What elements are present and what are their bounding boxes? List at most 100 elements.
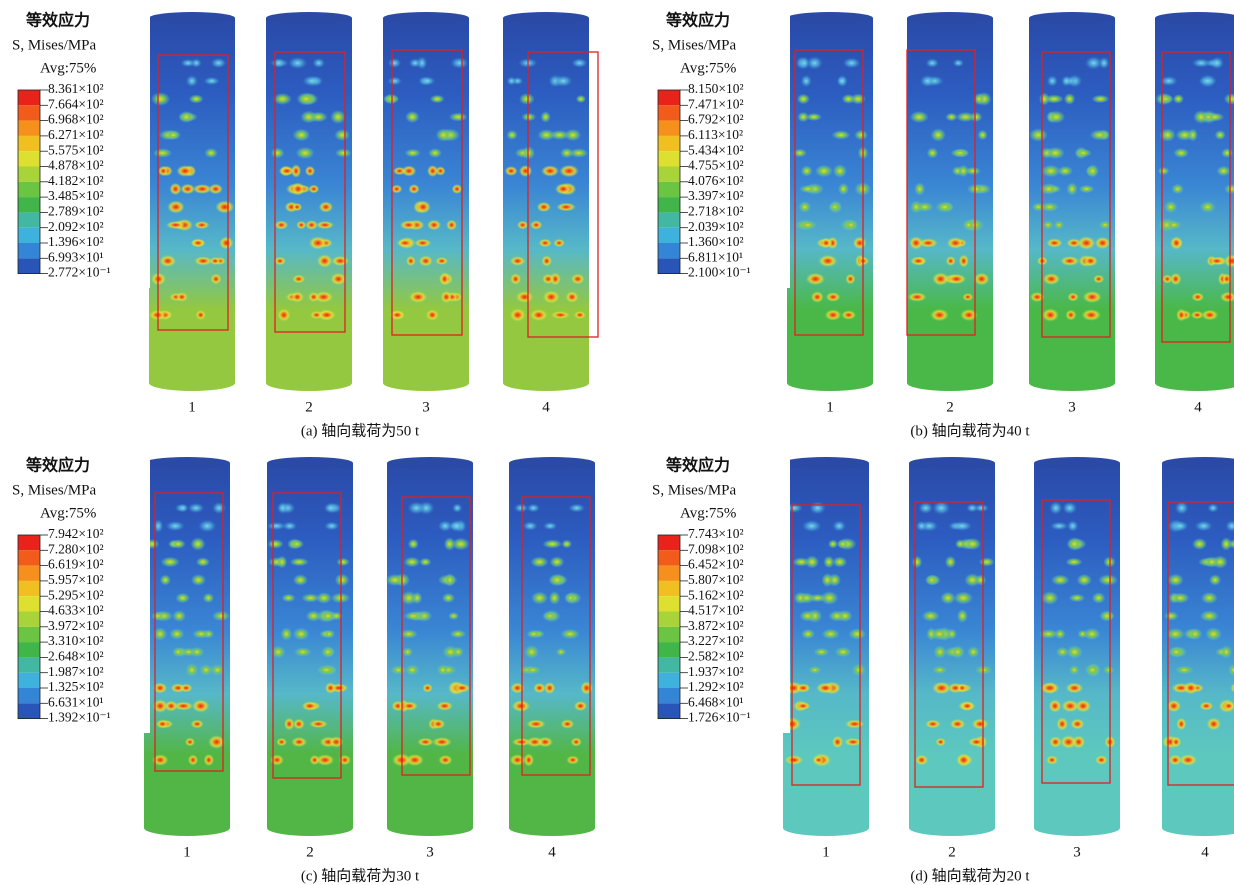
stress-spot xyxy=(166,130,181,140)
stress-spot xyxy=(450,57,468,69)
stress-spot xyxy=(1058,166,1073,176)
stress-spot xyxy=(1191,292,1204,301)
stress-spot xyxy=(556,648,567,656)
legend-label: 1.937×10² xyxy=(688,664,744,679)
stress-spot xyxy=(1070,718,1084,729)
legend-label: 7.942×10² xyxy=(48,526,104,541)
stress-spot xyxy=(430,95,445,104)
stress-spot xyxy=(169,628,184,639)
stress-spot xyxy=(176,165,194,177)
cylinder-top xyxy=(783,457,869,469)
stress-spot xyxy=(517,220,528,229)
stress-spot xyxy=(935,201,954,213)
stress-spot xyxy=(842,94,856,104)
stress-spot xyxy=(566,756,579,765)
stress-spot xyxy=(832,736,844,749)
cylinder xyxy=(266,457,353,836)
stress-spot xyxy=(1095,755,1108,765)
stress-spot xyxy=(320,610,337,621)
stress-spot xyxy=(912,556,922,568)
legend-band xyxy=(18,197,40,212)
stress-spot xyxy=(815,165,833,178)
stress-spot xyxy=(972,718,989,729)
cylinder-body xyxy=(266,18,352,391)
stress-spot xyxy=(1167,574,1183,587)
legend-band xyxy=(658,167,680,182)
stress-spot xyxy=(1091,95,1109,103)
legend-label: 4.517×10² xyxy=(688,603,744,618)
legend-band xyxy=(18,182,40,197)
stress-spot xyxy=(1066,683,1084,694)
stress-spot xyxy=(302,75,321,86)
stress-spot xyxy=(180,59,195,67)
legend-band xyxy=(18,627,40,642)
stress-spot xyxy=(166,221,186,229)
stress-spot xyxy=(185,738,195,747)
legend-band xyxy=(658,703,680,718)
legend-band xyxy=(18,657,40,672)
legend-label: 5.295×10² xyxy=(48,587,104,602)
stress-spot xyxy=(452,503,462,513)
stress-spot xyxy=(966,504,978,513)
stress-spot xyxy=(833,164,847,178)
stress-spot xyxy=(408,184,419,194)
caption: (a) 轴向载荷为50 t xyxy=(301,422,420,439)
legend-label: 5.434×10² xyxy=(688,142,744,157)
stress-spot xyxy=(189,94,204,103)
stress-spot xyxy=(556,203,576,212)
legend-label: 1.392×10⁻¹ xyxy=(48,710,111,725)
caption: (d) 轴向载荷为20 t xyxy=(910,867,1030,884)
stress-spot xyxy=(1069,665,1080,675)
stress-spot xyxy=(974,272,990,285)
stress-spot xyxy=(542,540,562,549)
stress-spot xyxy=(414,239,432,247)
stress-spot xyxy=(1040,682,1060,694)
stress-spot xyxy=(321,646,334,658)
stress-spot xyxy=(203,77,220,85)
legend-label: 5.162×10² xyxy=(688,587,744,602)
stress-spot xyxy=(186,75,198,87)
stress-spot xyxy=(543,522,558,530)
legend-band xyxy=(658,197,680,212)
legend-label: 6.993×10¹ xyxy=(48,249,104,264)
column-label: 4 xyxy=(1201,844,1209,860)
column-label: 4 xyxy=(542,399,550,415)
stress-spot xyxy=(818,255,837,267)
legend-label: 5.807×10² xyxy=(688,572,744,587)
stress-spot xyxy=(526,737,543,747)
stress-spot xyxy=(799,220,817,230)
cylinder-top xyxy=(509,457,595,469)
stress-spot xyxy=(388,58,402,68)
legend-label: 3.485×10² xyxy=(48,188,104,203)
stress-spot xyxy=(798,201,811,213)
stress-spot xyxy=(801,75,812,88)
stress-spot xyxy=(838,183,849,195)
stress-spot xyxy=(541,165,559,176)
stress-spot xyxy=(962,293,973,301)
stress-spot xyxy=(426,309,439,321)
stress-spot xyxy=(452,647,463,658)
stress-spot xyxy=(1170,236,1183,250)
stress-spot xyxy=(925,575,938,585)
stress-spot xyxy=(560,719,574,729)
stress-spot xyxy=(560,148,573,158)
legend-band xyxy=(658,688,680,703)
legend-avg: Avg:75% xyxy=(40,60,96,76)
stress-spot xyxy=(310,755,320,765)
stress-spot xyxy=(853,237,867,250)
stress-spot xyxy=(172,610,186,622)
stress-spot xyxy=(1079,185,1095,193)
stress-spot xyxy=(1199,76,1216,85)
stress-spot xyxy=(404,612,423,621)
stress-spot xyxy=(784,755,803,765)
stress-spot xyxy=(1083,255,1098,266)
stress-spot xyxy=(166,521,185,531)
stress-spot xyxy=(190,720,203,729)
legend-label: 3.972×10² xyxy=(48,618,104,633)
stress-spot xyxy=(1207,503,1218,512)
legend-band xyxy=(658,258,680,273)
stress-spot xyxy=(1209,257,1226,266)
stress-spot xyxy=(277,308,291,322)
legend-band xyxy=(658,535,680,550)
